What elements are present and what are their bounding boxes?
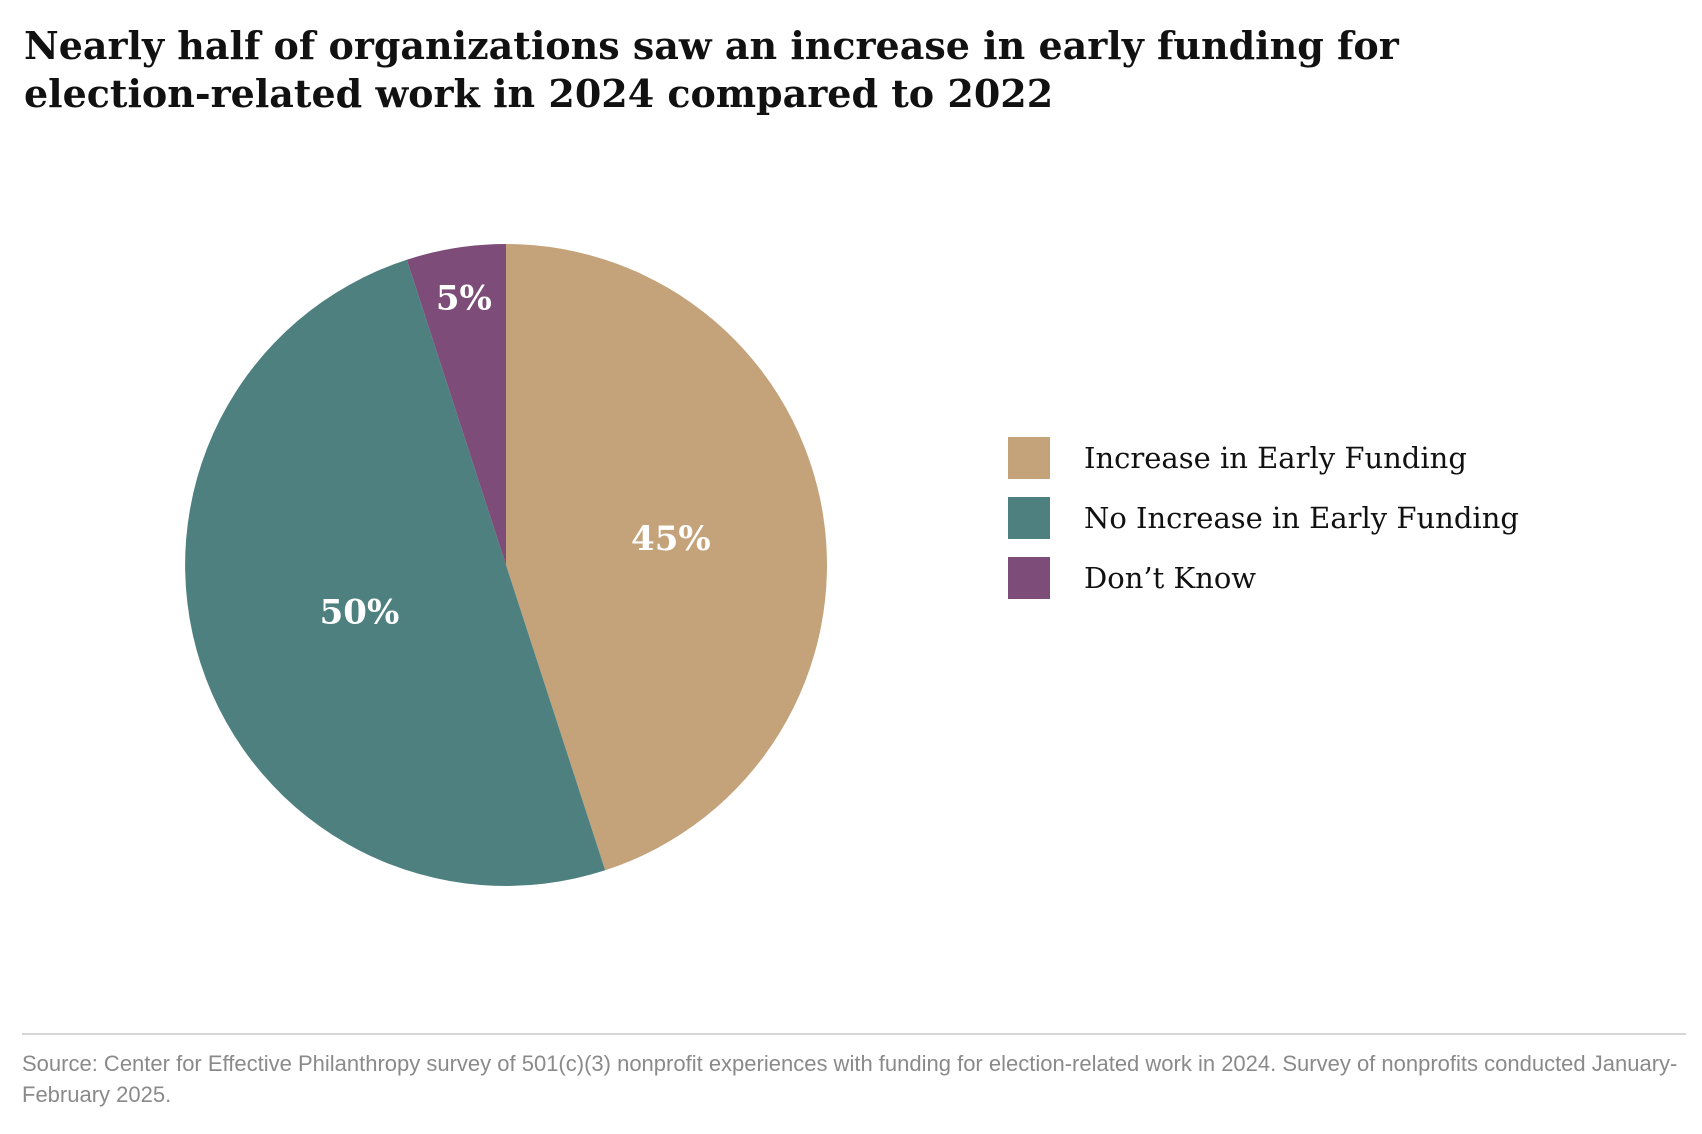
legend-label-no-increase: No Increase in Early Funding bbox=[1084, 501, 1519, 535]
legend-swatch-no-increase bbox=[1008, 497, 1050, 539]
legend-label-increase: Increase in Early Funding bbox=[1084, 441, 1467, 475]
pie-slices bbox=[185, 244, 827, 886]
chart-title: Nearly half of organizations saw an incr… bbox=[24, 23, 1399, 116]
legend-swatch-dont-know bbox=[1008, 557, 1050, 599]
source-note: Source: Center for Effective Philanthrop… bbox=[22, 1051, 1678, 1107]
pie-slice-dont-know bbox=[406, 244, 506, 565]
slice-label-dont-know: 5% bbox=[436, 279, 492, 319]
legend: Increase in Early Funding No Increase in… bbox=[1008, 428, 1519, 608]
legend-swatch-increase bbox=[1008, 437, 1050, 479]
slice-label-increase: 45% bbox=[631, 519, 711, 559]
pie-slice-increase bbox=[506, 244, 827, 871]
footer-divider bbox=[22, 1033, 1686, 1035]
pie-slice-no-increase bbox=[185, 259, 606, 886]
slice-label-no-increase: 50% bbox=[320, 593, 400, 633]
legend-item-no-increase: No Increase in Early Funding bbox=[1008, 488, 1519, 548]
legend-label-dont-know: Don’t Know bbox=[1084, 561, 1257, 595]
legend-item-dont-know: Don’t Know bbox=[1008, 548, 1519, 608]
pie-labels: 45% 50% 5% bbox=[320, 279, 711, 633]
legend-item-increase: Increase in Early Funding bbox=[1008, 428, 1519, 488]
